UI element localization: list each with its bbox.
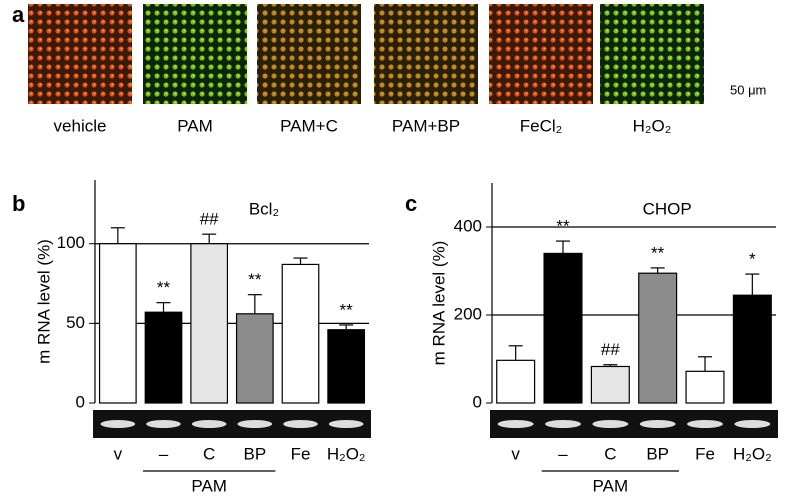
bar — [281, 263, 320, 404]
gel-band — [237, 420, 273, 428]
significance: ** — [651, 243, 665, 262]
image-label: PAM+BP — [392, 116, 460, 135]
micrograph — [600, 4, 704, 104]
chart-title: CHOP — [643, 199, 692, 218]
gel-band — [100, 420, 136, 428]
gel-band — [328, 420, 364, 428]
bar — [327, 329, 366, 404]
y-tick-label: 0 — [473, 392, 482, 411]
y-tick-label: 400 — [454, 216, 482, 235]
panel-label: c — [405, 191, 417, 216]
gel-band — [497, 420, 534, 428]
gel-band — [734, 420, 771, 428]
group-label: PAM — [191, 476, 227, 495]
bar — [98, 243, 137, 404]
y-tick-label: 50 — [66, 313, 85, 332]
micrograph — [257, 4, 361, 104]
gel-band — [146, 420, 181, 428]
micrograph — [28, 4, 132, 104]
x-tick-label: BP — [243, 444, 266, 463]
x-tick-label: v — [114, 444, 123, 463]
bar — [496, 359, 536, 404]
x-tick-label: C — [203, 444, 215, 463]
image-label: PAM+C — [280, 116, 338, 135]
y-axis-label: m RNA level (%) — [34, 239, 53, 364]
gel-band — [283, 420, 318, 428]
y-tick-label: 200 — [454, 304, 482, 323]
bar — [543, 252, 583, 404]
y-tick-label: 0 — [76, 392, 85, 411]
bar — [590, 365, 630, 404]
x-tick-label: C — [604, 444, 616, 463]
gel — [490, 410, 778, 438]
gel-band — [191, 420, 227, 428]
image-label: H₂O₂ — [633, 116, 672, 135]
image-label: FeCl₂ — [520, 116, 563, 135]
gel-band — [592, 420, 629, 428]
significance: ** — [340, 300, 354, 319]
gel-band — [545, 420, 581, 428]
bar — [732, 294, 772, 404]
gel-band — [687, 420, 723, 428]
micrograph — [374, 4, 478, 104]
significance: ** — [248, 270, 262, 289]
significance: * — [749, 250, 756, 269]
bar — [685, 370, 725, 404]
panel-label: a — [12, 2, 25, 27]
group-label: PAM — [593, 476, 629, 495]
bar — [235, 313, 274, 404]
x-tick-label: H₂O₂ — [733, 444, 772, 463]
x-tick-label: Fe — [291, 444, 311, 463]
x-tick-label: Fe — [695, 444, 715, 463]
bar — [638, 272, 678, 404]
x-tick-label: BP — [646, 444, 669, 463]
image-label: vehicle — [54, 116, 107, 135]
x-tick-label: – — [558, 444, 568, 463]
gel — [93, 410, 371, 438]
significance: ## — [200, 210, 219, 229]
y-tick-label: 100 — [57, 233, 85, 252]
y-axis-label: m RNA level (%) — [429, 241, 448, 366]
micrograph — [489, 4, 593, 104]
significance: ** — [157, 278, 171, 297]
panel-label: b — [12, 191, 25, 216]
bar — [144, 311, 183, 404]
x-tick-label: v — [511, 444, 520, 463]
micrograph — [143, 4, 247, 104]
x-tick-label: H₂O₂ — [327, 444, 366, 463]
image-label: PAM — [177, 116, 213, 135]
gel-band — [639, 420, 676, 428]
bar — [190, 243, 229, 404]
scale-bar-label: 50 μm — [730, 82, 766, 97]
x-tick-label: – — [159, 444, 169, 463]
significance: ** — [556, 217, 570, 236]
significance: ## — [601, 340, 620, 359]
chart-title: Bcl₂ — [249, 199, 279, 218]
